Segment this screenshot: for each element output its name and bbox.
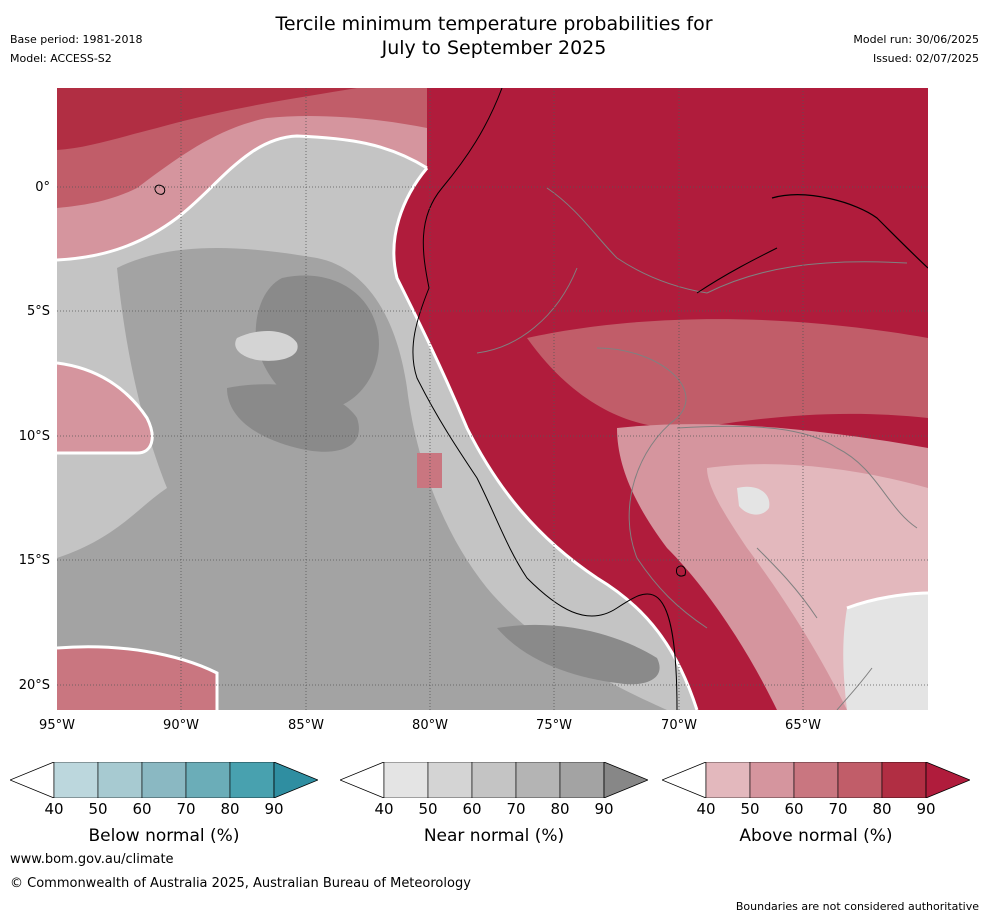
colorbar-swatch <box>515 761 561 799</box>
lat-label-0: 0° <box>35 180 50 195</box>
colorbar-tick-label: 80 <box>872 800 892 818</box>
colorbar-swatch <box>53 761 99 799</box>
lon-label-65w: 65°W <box>785 718 821 733</box>
colorbar-tick-label: 60 <box>462 800 482 818</box>
amazon-river <box>771 194 928 269</box>
near-normal-70-area <box>57 248 667 710</box>
lon-label-75w: 75°W <box>536 718 572 733</box>
copyright-text: © Commonwealth of Australia 2025, Austra… <box>10 876 471 891</box>
above-normal-nw-80 <box>57 88 357 150</box>
colorbar-near-label: Near normal (%) <box>423 826 565 846</box>
colorbar-swatch <box>749 761 795 799</box>
colorbar-swatch <box>229 761 275 799</box>
above-normal-ocean-patch <box>417 453 442 488</box>
above-normal-sw <box>57 646 217 710</box>
colorbar-high-extension <box>925 761 972 799</box>
colorbar-tick-label: 50 <box>418 800 438 818</box>
colorbar-swatch <box>559 761 605 799</box>
colorbar-swatch <box>185 761 231 799</box>
colorbar-below-label: Below normal (%) <box>88 826 240 846</box>
colorbar-near-normal <box>338 761 650 799</box>
tercile-boundary-coast <box>392 167 699 710</box>
tercile-boundary-sw <box>57 645 219 710</box>
near-normal-50-patch <box>235 331 298 361</box>
model-text: Model: ACCESS-S2 <box>10 52 112 65</box>
lon-label-95w: 95°W <box>39 718 75 733</box>
colorbar-tick-label: 70 <box>506 800 526 818</box>
tercile-boundary-north <box>57 134 428 262</box>
colorbar-swatch <box>427 761 473 799</box>
colorbar-tick-label: 50 <box>740 800 760 818</box>
colorbar-high-extension <box>603 761 650 799</box>
near-normal-80-area-2 <box>227 384 359 452</box>
above-normal-70-band <box>527 319 928 429</box>
colorbar-tick-label: 60 <box>784 800 804 818</box>
tercile-boundary-west <box>57 361 154 455</box>
colorbar-low-extension <box>338 761 385 799</box>
near-normal-80-area <box>255 275 379 408</box>
base-period-text: Base period: 1981-2018 <box>10 33 143 46</box>
colorbar-near-normal-swatches <box>338 761 650 799</box>
colorbar-swatch <box>141 761 187 799</box>
colorbar-tick-label: 90 <box>264 800 284 818</box>
colorbar-swatch <box>471 761 517 799</box>
above-normal-west-patch <box>57 363 153 453</box>
colorbar-swatch <box>705 761 751 799</box>
colorbar-above-normal-swatches <box>660 761 972 799</box>
colorbar-swatch <box>97 761 143 799</box>
colorbar-swatch <box>793 761 839 799</box>
gridlines <box>57 88 928 710</box>
title-line-2: July to September 2025 <box>381 37 607 59</box>
country-borders <box>476 187 918 710</box>
lat-label-20s: 20°S <box>18 678 50 693</box>
website-text: www.bom.gov.au/climate <box>10 852 174 867</box>
near-normal-bolivia-patch <box>737 486 770 515</box>
disclaimer-text: Boundaries are not considered authoritat… <box>735 900 979 913</box>
near-normal-80-area-3 <box>497 624 660 685</box>
colorbar-below-normal <box>8 761 320 799</box>
lon-label-80w: 80°W <box>412 718 448 733</box>
colorbar-below-normal-swatches <box>8 761 320 799</box>
colorbar-swatch <box>837 761 883 799</box>
lon-label-70w: 70°W <box>661 718 697 733</box>
lon-label-85w: 85°W <box>288 718 324 733</box>
river-tributary <box>696 247 778 294</box>
lat-label-10s: 10°S <box>18 429 50 444</box>
galapagos-islands <box>154 184 166 195</box>
lon-label-90w: 90°W <box>163 718 199 733</box>
title-line-1: Tercile minimum temperature probabilitie… <box>275 13 713 35</box>
probability-map <box>57 88 928 710</box>
map-title: Tercile minimum temperature probabilitie… <box>0 12 988 60</box>
map-panel <box>57 88 928 710</box>
lat-label-5s: 5°S <box>26 304 50 319</box>
colorbar-tick-label: 40 <box>44 800 64 818</box>
colorbar-above-normal <box>660 761 972 799</box>
model-run-text: Model run: 30/06/2025 <box>853 33 979 46</box>
colorbar-tick-label: 50 <box>88 800 108 818</box>
tercile-boundary-se <box>846 591 928 610</box>
colorbar-swatch <box>383 761 429 799</box>
colorbar-low-extension <box>8 761 55 799</box>
coastline <box>412 88 678 710</box>
colorbar-low-extension <box>660 761 707 799</box>
colorbar-high-extension <box>273 761 320 799</box>
colorbar-tick-label: 70 <box>828 800 848 818</box>
colorbar-swatch <box>881 761 927 799</box>
colorbar-tick-label: 90 <box>594 800 614 818</box>
colorbar-tick-label: 40 <box>696 800 716 818</box>
colorbar-tick-label: 40 <box>374 800 394 818</box>
lake-titicaca <box>676 565 686 577</box>
colorbar-tick-label: 80 <box>220 800 240 818</box>
lat-label-15s: 15°S <box>18 553 50 568</box>
colorbar-tick-label: 60 <box>132 800 152 818</box>
colorbar-tick-label: 80 <box>550 800 570 818</box>
colorbar-tick-label: 70 <box>176 800 196 818</box>
colorbar-above-label: Above normal (%) <box>739 826 893 846</box>
colorbar-tick-label: 90 <box>916 800 936 818</box>
near-normal-se-patch <box>843 593 928 710</box>
issued-text: Issued: 02/07/2025 <box>872 52 979 65</box>
